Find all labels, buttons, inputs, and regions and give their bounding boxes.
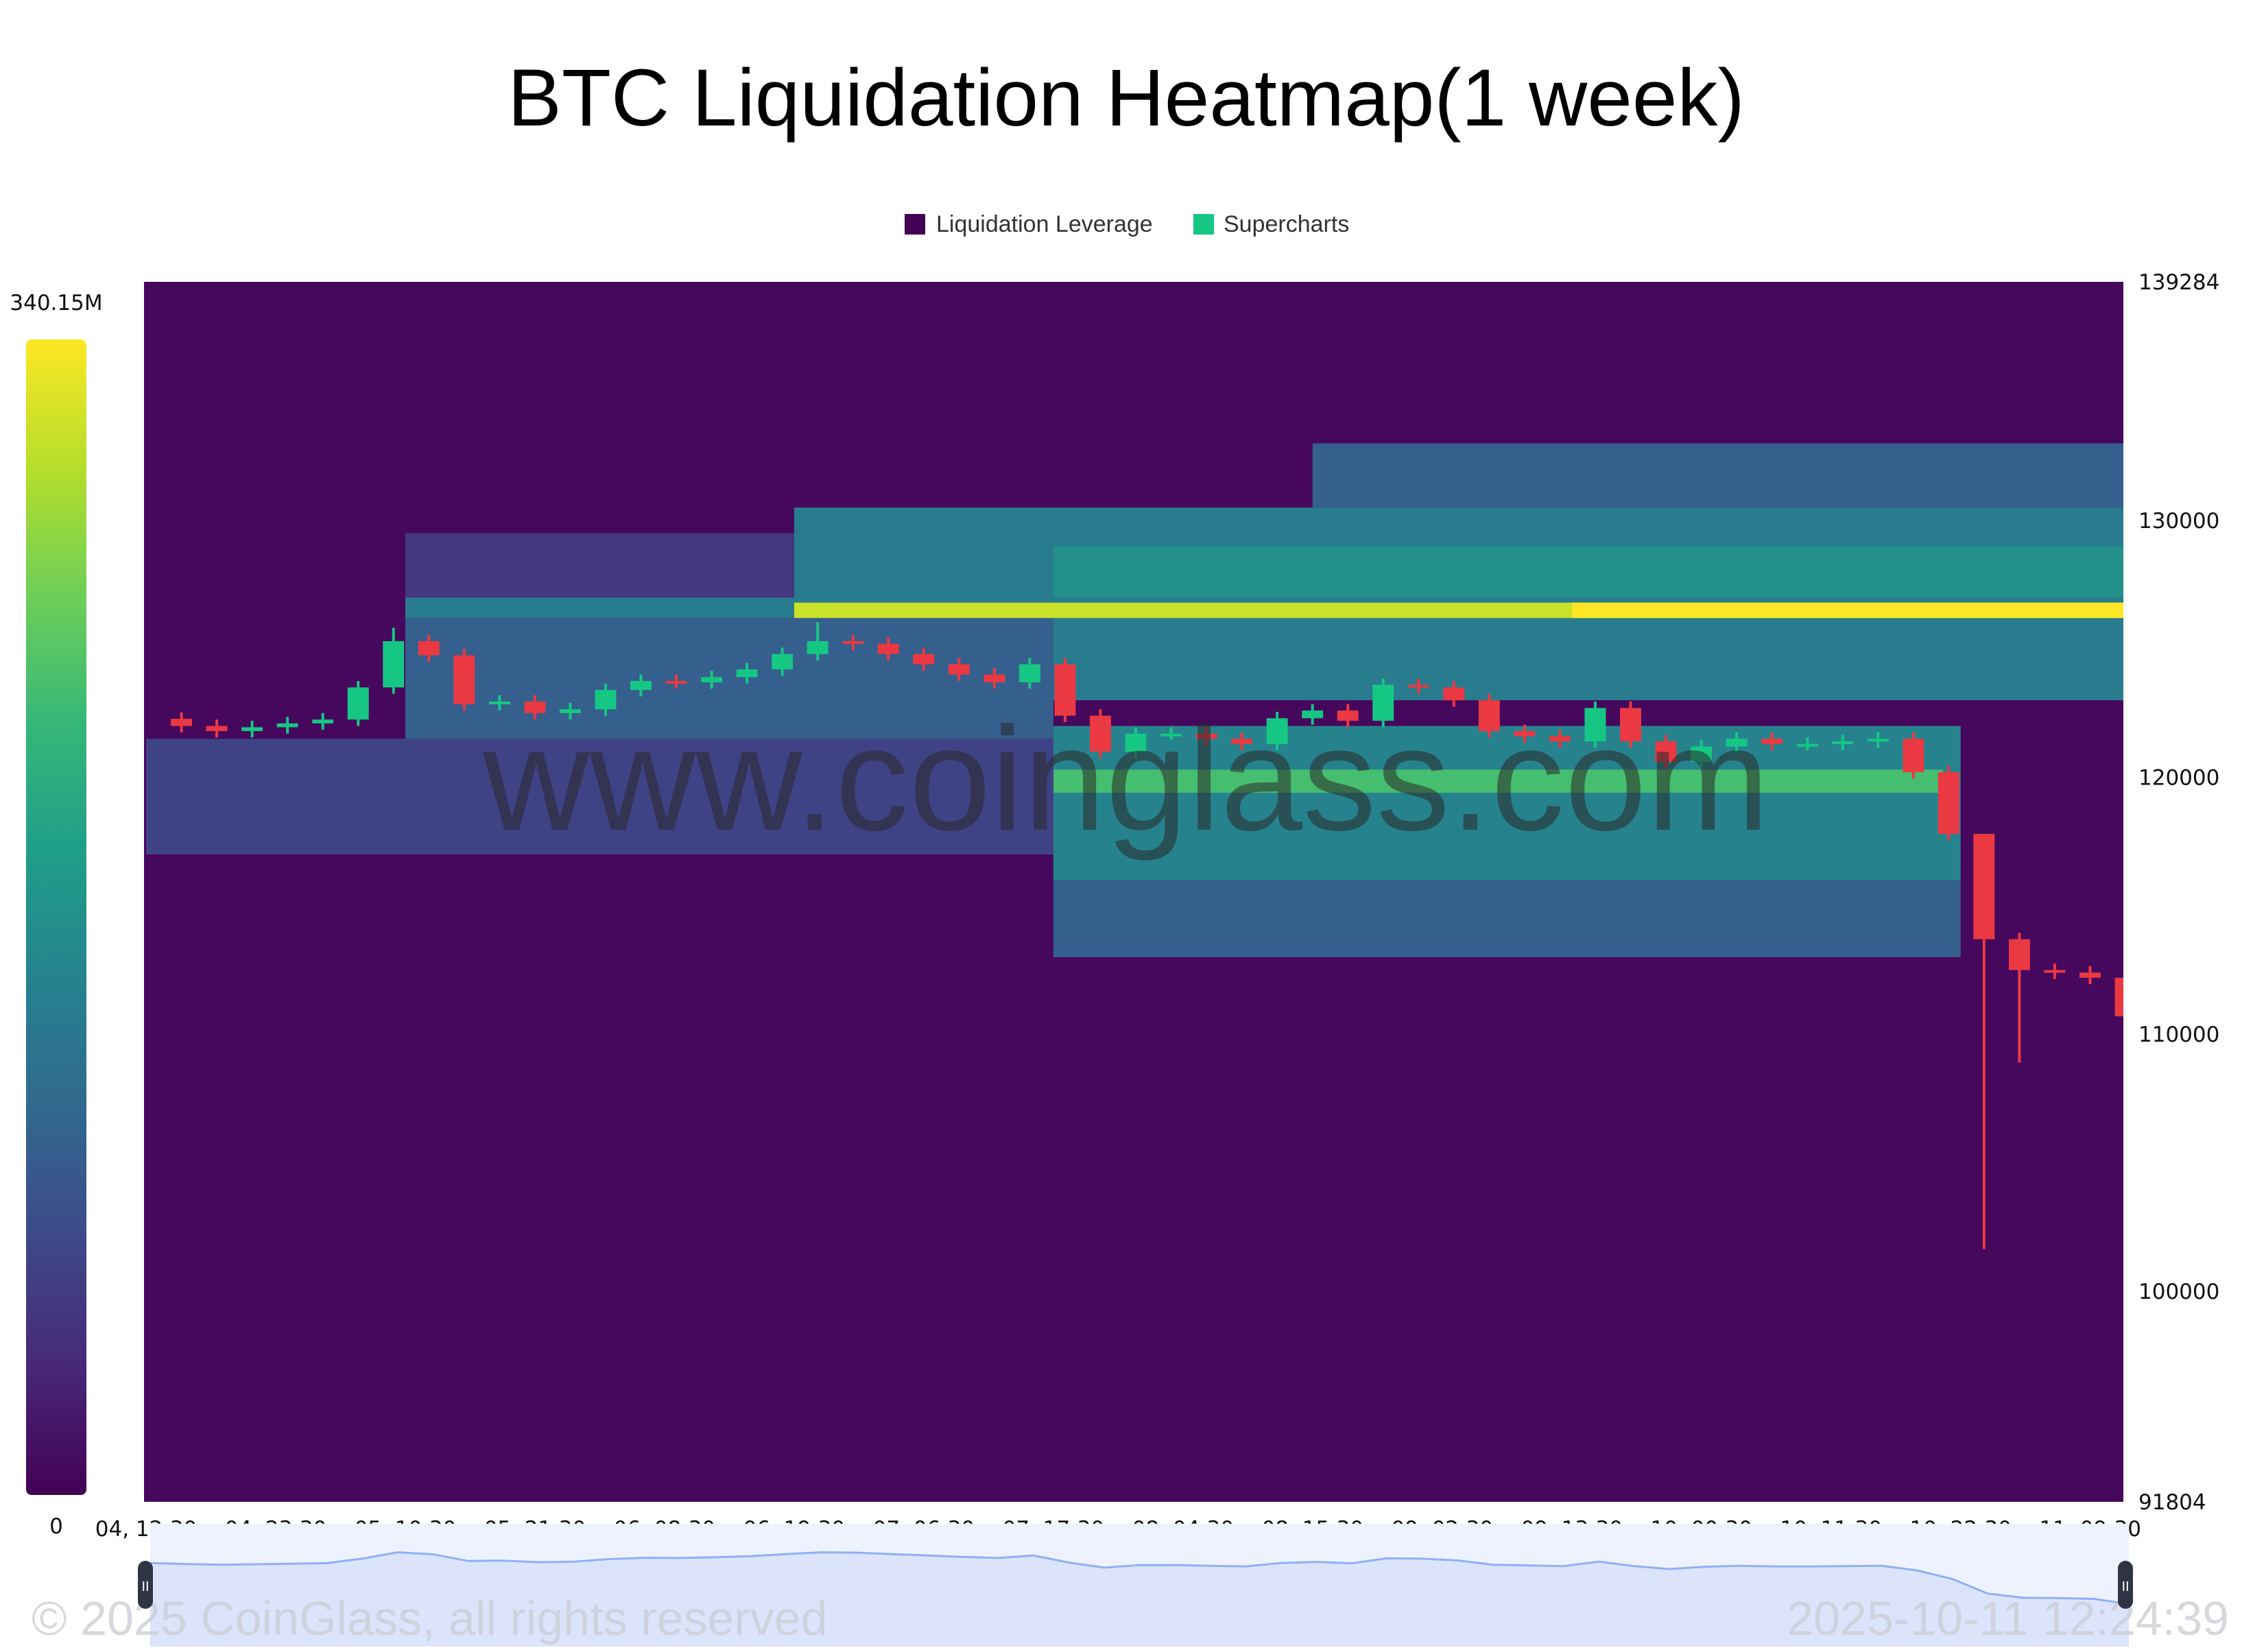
candle-body (1973, 833, 1995, 939)
heatmap-band (1053, 726, 1961, 881)
candle-body (1195, 733, 1217, 739)
candle-body (1018, 664, 1040, 682)
candle-body (1726, 739, 1748, 747)
candle-body (1867, 739, 1889, 742)
navigator-line (150, 1551, 2130, 1605)
candle-body (1125, 733, 1147, 752)
candle-body (807, 641, 829, 654)
footer-copyright: © 2025 CoinGlass, all rights reserved (32, 1592, 827, 1645)
navigator[interactable]: © 2025 CoinGlass, all rights reserved 20… (32, 1524, 2229, 1647)
candle-body (1938, 772, 1959, 834)
colorbar-max-label: 340.15M (10, 291, 102, 315)
candle-body (1514, 731, 1536, 737)
candle-body (984, 674, 1005, 682)
y-tick-label: 130000 (2138, 509, 2219, 534)
candle-body (2114, 977, 2123, 1016)
candle-body (1443, 687, 1465, 701)
candle-body (701, 677, 723, 682)
legend-swatch (905, 214, 925, 235)
candle-body (1549, 736, 1571, 742)
candle-body (1160, 733, 1182, 737)
candle-body (1337, 710, 1359, 721)
candle-body (418, 641, 440, 656)
legend-swatch (1193, 214, 1214, 235)
candle-body (913, 654, 935, 665)
navigator-left-handle[interactable]: II (138, 1561, 153, 1609)
navigator-area (150, 1552, 2129, 1647)
candle-body (665, 681, 687, 684)
legend: Liquidation Leverage Supercharts (905, 211, 1349, 237)
legend-label: Supercharts (1224, 211, 1349, 237)
watermark: www.coinglass.com (482, 696, 1769, 861)
candle-body (948, 664, 970, 675)
candle-body (2079, 972, 2101, 978)
colorbar: 340.15M 0 (10, 291, 102, 1539)
y-tick-label: 100000 (2138, 1280, 2219, 1304)
heatmap-band (405, 597, 794, 619)
heatmap-band (1053, 546, 2123, 598)
heatmap-bands (146, 443, 2123, 957)
candle-body (1302, 710, 1324, 719)
footer-timestamp: 2025-10-11 12:24:39 (1787, 1592, 2229, 1645)
candle-body (383, 641, 405, 688)
candle-body (1266, 718, 1288, 744)
y-axis: 139284 130000 120000 110000 100000 91804 (2138, 270, 2219, 1515)
candle-body (877, 643, 899, 654)
candle-body (171, 719, 192, 726)
heatmap-band (146, 739, 1053, 854)
candle-body (1231, 739, 1253, 744)
heatmap-band (1053, 880, 1961, 957)
candle-body (1054, 664, 1076, 716)
candle-body (559, 709, 581, 713)
candle-body (276, 723, 298, 728)
candle-body (595, 690, 617, 710)
y-tick-label: 91804 (2138, 1490, 2206, 1515)
legend-label: Liquidation Leverage (936, 211, 1153, 237)
svg-text:II: II (2121, 1579, 2129, 1594)
candle-body (1478, 700, 1500, 732)
heatmap-band (1312, 443, 2123, 508)
candle-body (1407, 684, 1429, 688)
candle-body (453, 655, 475, 704)
candle-body (1584, 708, 1606, 742)
candle-body (206, 726, 228, 732)
candle-body (842, 641, 864, 644)
candle-body (1655, 741, 1677, 763)
candle-body (1090, 715, 1111, 752)
y-tick-label: 139284 (2138, 270, 2219, 295)
chart-title: BTC Liquidation Heatmap(1 week) (508, 53, 1745, 143)
candle-body (1796, 743, 1818, 747)
candle-body (488, 702, 510, 705)
candle-body (347, 687, 369, 720)
heatmap-band (1571, 602, 2123, 619)
candle-body (630, 681, 652, 691)
candle-body (2008, 939, 2030, 970)
candle-body (1691, 746, 1713, 763)
y-tick-label: 120000 (2138, 766, 2219, 791)
svg-text:II: II (141, 1579, 149, 1594)
heatmap-band (405, 533, 794, 598)
candle-body (312, 719, 334, 723)
candle-body (1620, 708, 1641, 742)
candle-body (524, 702, 546, 713)
colorbar-min-label: 0 (49, 1514, 63, 1539)
candle-body (1832, 741, 1854, 745)
candle-body (1903, 739, 1924, 773)
candle-body (1761, 739, 1783, 744)
navigator-right-handle[interactable]: II (2118, 1561, 2133, 1609)
candle-body (1372, 684, 1394, 721)
y-tick-label: 110000 (2138, 1022, 2219, 1047)
candle-body (736, 669, 758, 678)
price-candles (171, 622, 2123, 1249)
heatmap-band (1053, 769, 1943, 793)
colorbar-gradient[interactable] (26, 339, 86, 1495)
legend-item-liquidation-leverage[interactable]: Liquidation Leverage (905, 211, 1153, 237)
plot-area: www.coinglass.com (144, 282, 2123, 1502)
legend-item-supercharts[interactable]: Supercharts (1193, 211, 1349, 237)
candle-body (241, 727, 263, 732)
candle-body (2044, 970, 2066, 973)
candle-body (772, 654, 794, 670)
heatmap-band (405, 618, 1053, 739)
